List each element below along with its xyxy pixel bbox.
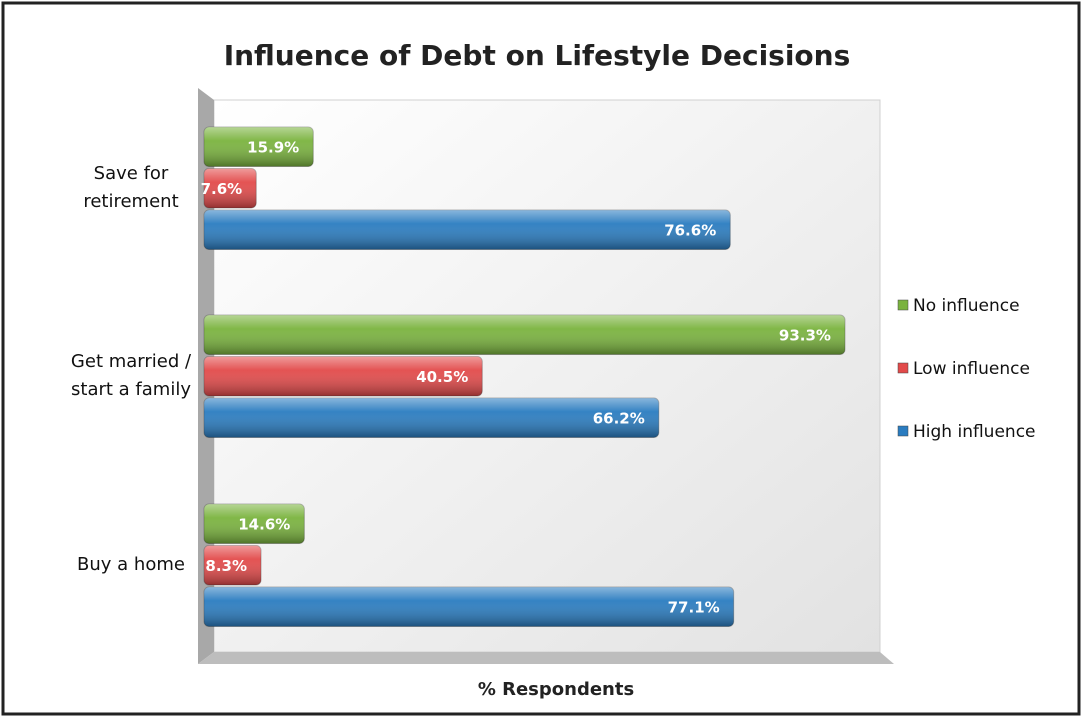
legend-swatch bbox=[897, 362, 909, 374]
bar-shade bbox=[204, 356, 483, 396]
data-label: 76.6% bbox=[664, 221, 716, 239]
bar-shade bbox=[204, 398, 659, 438]
legend-swatch bbox=[897, 425, 909, 437]
data-label: 66.2% bbox=[593, 409, 645, 427]
chart-title: Influence of Debt on Lifestyle Decisions bbox=[224, 39, 851, 72]
data-label: 77.1% bbox=[668, 598, 720, 616]
bar-shade bbox=[204, 504, 305, 544]
bar-shade bbox=[204, 545, 262, 585]
data-label: 15.9% bbox=[247, 138, 299, 156]
data-label: 7.6% bbox=[201, 180, 243, 198]
data-label: 8.3% bbox=[205, 557, 247, 575]
category-label: Save for retirement bbox=[83, 163, 179, 213]
category-label: Buy a home bbox=[77, 554, 185, 576]
floor bbox=[198, 652, 894, 664]
legend-label: Low influence bbox=[913, 359, 1030, 379]
legend-swatch bbox=[897, 299, 909, 311]
data-label: 40.5% bbox=[416, 368, 468, 386]
bar-shade bbox=[204, 210, 731, 250]
bar-shade bbox=[204, 127, 314, 167]
legend-label: No influence bbox=[913, 296, 1020, 316]
data-label: 93.3% bbox=[779, 326, 831, 344]
bar-shade bbox=[204, 315, 845, 355]
legend-label: High influence bbox=[913, 422, 1036, 442]
bar-shade bbox=[204, 587, 734, 627]
bar-shade bbox=[204, 168, 257, 208]
x-axis-label: % Respondents bbox=[478, 679, 634, 700]
data-label: 14.6% bbox=[238, 515, 290, 533]
category-label: Get married / start a family bbox=[70, 351, 192, 401]
